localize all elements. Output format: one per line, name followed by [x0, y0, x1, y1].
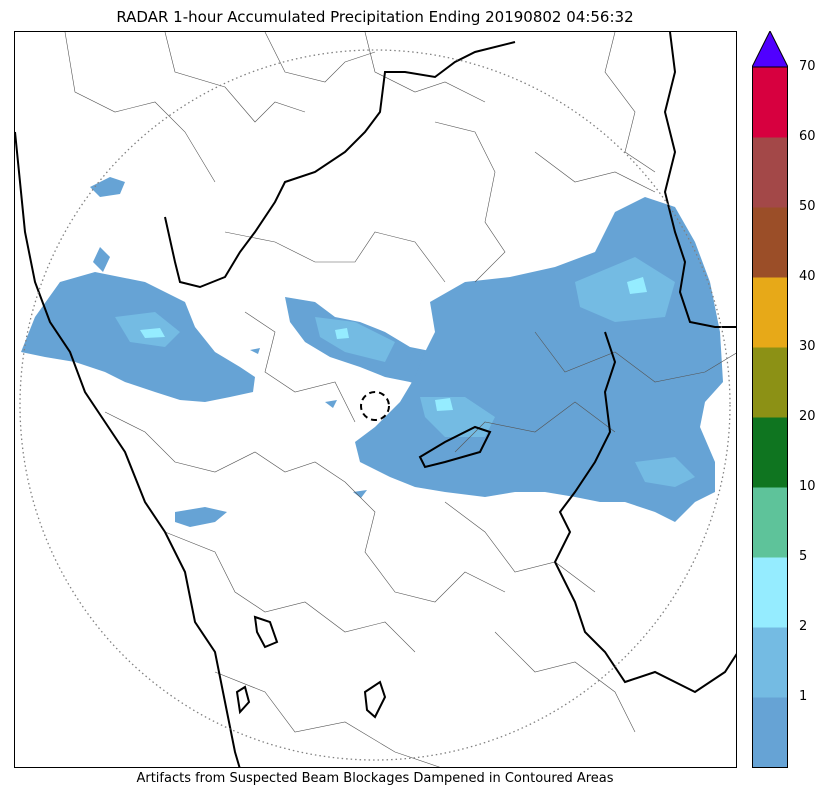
colorbar-bin [752, 417, 788, 488]
precip-speckle-2 [325, 400, 337, 408]
precip-speckle-1 [250, 348, 260, 354]
enclave-border [418, 425, 492, 469]
colorbar-tick-label: 20 [799, 409, 816, 424]
precip-west-small [93, 247, 110, 272]
precip-moderate-east [575, 257, 675, 322]
colorbar-tick-label: 60 [799, 129, 816, 144]
colorbar-bin [752, 137, 788, 208]
colorbar-bin [752, 207, 788, 278]
colorbar-extend-arrow [752, 31, 788, 68]
colorbar-bin [752, 277, 788, 348]
karnataka-northern-border [164, 41, 516, 289]
precipitation-heavy-layer [140, 277, 647, 411]
colorbar-tick-label: 10 [799, 479, 816, 494]
district-boundaries [64, 32, 736, 767]
precip-heavy-east [627, 277, 647, 294]
precip-speckle-3 [353, 490, 367, 498]
precip-northwest-fragment [90, 177, 125, 197]
map-title: RADAR 1-hour Accumulated Precipitation E… [116, 8, 634, 26]
colorbar-tick-label: 70 [799, 59, 816, 74]
eastern-border [663, 32, 736, 328]
radar-range-ring [19, 49, 731, 761]
colorbar-bin [752, 67, 788, 138]
map-caption: Artifacts from Suspected Beam Blockages … [136, 771, 614, 786]
colorbar-bin [752, 347, 788, 418]
precip-moderate-central [315, 317, 395, 362]
radar-map-canvas [15, 32, 736, 767]
southwest-island [253, 615, 279, 649]
colorbar-bin [752, 627, 788, 698]
colorbar-frame [752, 66, 788, 768]
radar-map[interactable] [14, 31, 737, 768]
precip-south-fragment [175, 507, 227, 527]
colorbar-tick-label: 40 [799, 269, 816, 284]
south-coastal-island [235, 685, 251, 715]
precip-heavy-middle [435, 398, 453, 411]
colorbar-bin [752, 697, 788, 768]
colorbar-bin [752, 557, 788, 628]
kerala-tamilnadu-border [553, 331, 736, 694]
colorbar-tick-label: 30 [799, 339, 816, 354]
colorbar-bins [752, 67, 788, 768]
southern-island [363, 680, 387, 719]
state-boundaries [15, 32, 736, 767]
colorbar-tick-label: 50 [799, 199, 816, 214]
precip-heavy-central [335, 328, 349, 339]
precip-heavy-west [140, 328, 165, 338]
colorbar-tick-label: 5 [799, 549, 808, 564]
colorbar-bin [752, 487, 788, 558]
precip-moderate-southeast [635, 457, 695, 487]
beam-blockage-contour [360, 391, 390, 421]
precipitation-colorbar [752, 31, 788, 768]
coastline-west [15, 131, 241, 767]
colorbar-tick-label: 2 [799, 619, 808, 634]
colorbar-tick-label: 1 [799, 689, 808, 704]
